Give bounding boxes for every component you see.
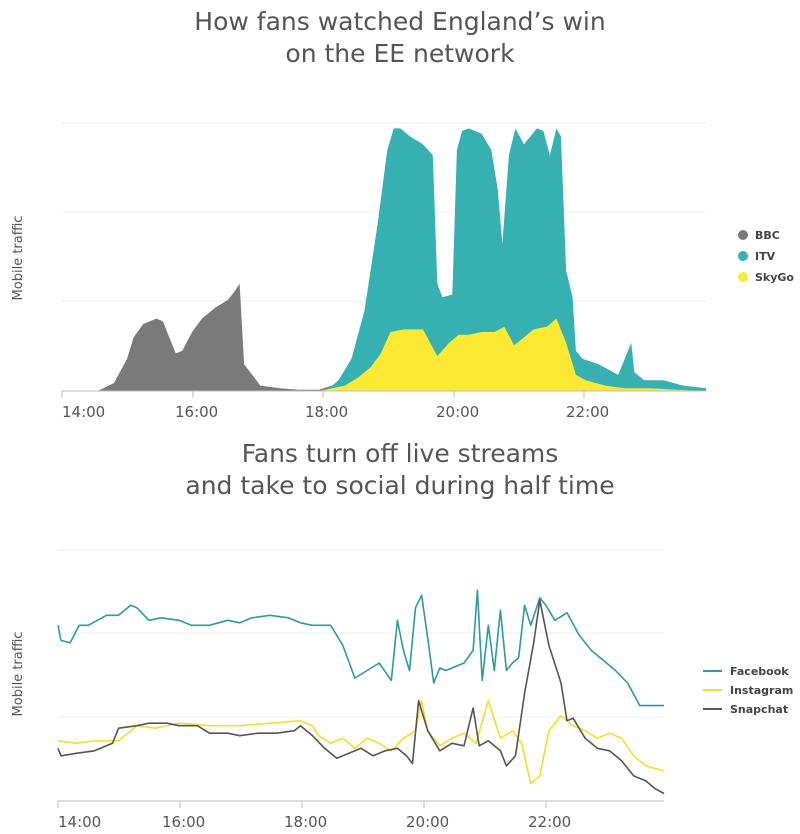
- legend-swatch: [738, 251, 748, 261]
- chart-1: 14:00 16:00 18:00 20:00 22:00 Mobile traffic B…: [11, 122, 794, 421]
- series-area-skygo: [318, 318, 706, 391]
- chart-2-title-line-1: Fans turn off live streams: [241, 439, 559, 468]
- legend-label: Instagram: [730, 684, 793, 697]
- x-tick-label: 20:00: [436, 403, 479, 421]
- legend-swatch: [738, 272, 748, 282]
- y-axis-label: Mobile traffic: [11, 632, 26, 717]
- legend-label: BBC: [755, 229, 780, 242]
- x-tick-label: 22:00: [528, 813, 571, 831]
- legend-swatch: [738, 230, 748, 240]
- series-line-snapchat: [57, 599, 665, 795]
- x-tick-label: 16:00: [162, 813, 205, 831]
- legend-label: Snapchat: [730, 703, 788, 716]
- legend-label: Facebook: [730, 665, 789, 678]
- chart-1-title: How fans watched England’s win on the EE…: [0, 6, 800, 70]
- x-tick-label: 16:00: [175, 403, 218, 421]
- series-area-itv: [325, 128, 706, 391]
- series-area-bbc: [97, 283, 345, 391]
- series-line-facebook: [57, 589, 664, 707]
- x-tick-label: 18:00: [284, 813, 327, 831]
- chart-2-title: Fans turn off live streams and take to s…: [0, 438, 800, 502]
- series-line-instagram: [57, 699, 665, 785]
- x-tick-label: 20:00: [406, 813, 449, 831]
- x-tick-label: 22:00: [566, 403, 609, 421]
- chart-2: 14:00 16:00 18:00 20:00 22:00 Mobile traffic F…: [11, 549, 793, 831]
- x-tick-label: 14:00: [58, 813, 101, 831]
- chart-2-title-line-2: and take to social during half time: [185, 471, 615, 500]
- x-tick-label: 14:00: [62, 403, 105, 421]
- x-tick-label: 18:00: [305, 403, 348, 421]
- chart-1-title-line-2: on the EE network: [285, 39, 515, 68]
- legend-label: SkyGo: [755, 271, 794, 284]
- legend-label: ITV: [755, 250, 776, 263]
- chart-1-title-line-1: How fans watched England’s win: [194, 7, 606, 36]
- y-axis-label: Mobile traffic: [11, 216, 26, 301]
